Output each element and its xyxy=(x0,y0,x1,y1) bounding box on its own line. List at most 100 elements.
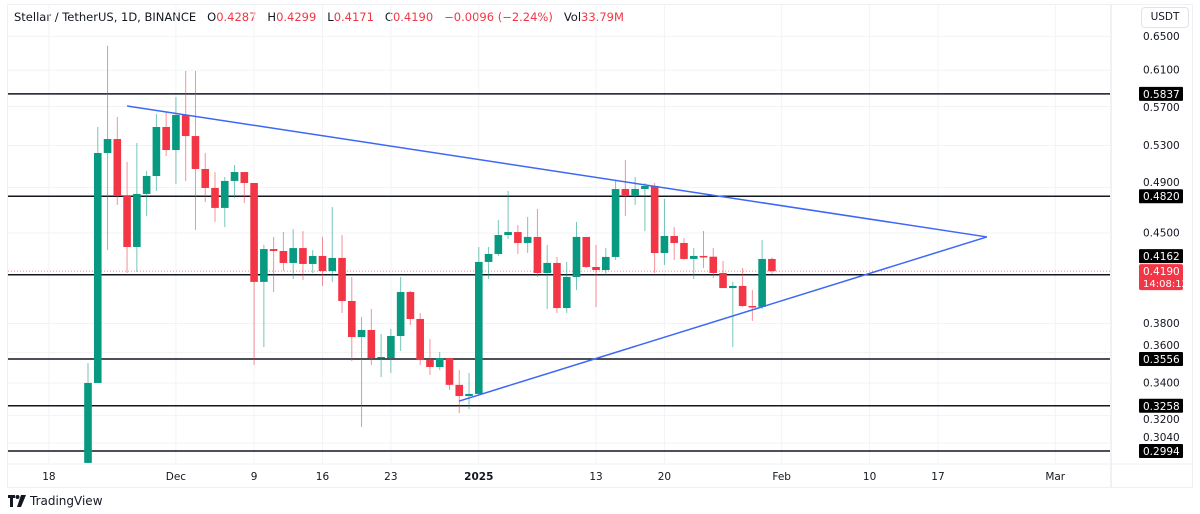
candle-down[interactable] xyxy=(426,339,434,375)
candle-up[interactable] xyxy=(729,281,737,348)
candle-body xyxy=(553,262,561,309)
candle-up[interactable] xyxy=(641,182,649,232)
symbol-title[interactable]: Stellar / TetherUS, 1D, BINANCE xyxy=(14,10,197,24)
currency-button[interactable]: USDT xyxy=(1141,7,1189,28)
candle-up[interactable] xyxy=(220,176,229,228)
symbol-legend: Stellar / TetherUS, 1D, BINANCE O0.4287 … xyxy=(14,10,624,24)
candle-up[interactable] xyxy=(230,164,239,199)
candle-up[interactable] xyxy=(602,248,610,275)
candle-body xyxy=(240,172,249,183)
candle-up[interactable] xyxy=(133,143,141,272)
candle-up[interactable] xyxy=(142,170,151,216)
candle-up[interactable] xyxy=(484,246,493,279)
candle-body xyxy=(670,235,678,243)
candle-up[interactable] xyxy=(84,363,92,477)
change-value: −0.0096 (−2.24%) xyxy=(444,10,553,24)
candle-down[interactable] xyxy=(113,116,122,205)
candle-up[interactable] xyxy=(289,229,297,279)
candle-down[interactable] xyxy=(269,236,278,293)
time-axis-label: 20 xyxy=(658,471,671,483)
candle-up[interactable] xyxy=(572,221,581,291)
candle-up[interactable] xyxy=(504,190,512,239)
trendline-upper[interactable] xyxy=(126,105,987,238)
level-price-tag xyxy=(1139,86,1183,101)
candle-up[interactable] xyxy=(631,176,639,205)
candle-down[interactable] xyxy=(445,358,454,390)
level-price-tag-label: 0.3258 xyxy=(1143,401,1180,413)
candle-down[interactable] xyxy=(367,309,376,366)
candle-body xyxy=(172,114,180,151)
candle-down[interactable] xyxy=(738,268,747,308)
tradingview-logo[interactable]: TradingView xyxy=(8,494,103,508)
candle-up[interactable] xyxy=(475,246,483,395)
candle-down[interactable] xyxy=(768,257,776,274)
price-axis-label: 0.5700 xyxy=(1143,102,1180,114)
candle-down[interactable] xyxy=(347,276,356,362)
candle-body xyxy=(475,261,483,394)
trendline-lower[interactable] xyxy=(459,236,988,402)
candle-down[interactable] xyxy=(553,256,561,313)
candle-down[interactable] xyxy=(299,231,307,280)
candle-up[interactable] xyxy=(660,199,669,265)
candle-up[interactable] xyxy=(396,276,405,352)
bar-countdown: 14:08:12 xyxy=(1143,279,1188,290)
candle-up[interactable] xyxy=(494,219,503,256)
candle-up[interactable] xyxy=(172,96,180,184)
candle-up[interactable] xyxy=(377,333,385,378)
candle-down[interactable] xyxy=(455,370,464,414)
candle-down[interactable] xyxy=(719,260,727,289)
candle-body xyxy=(631,188,639,197)
candle-body xyxy=(396,292,405,336)
candle-down[interactable] xyxy=(250,182,258,366)
candle-up[interactable] xyxy=(611,180,620,260)
candle-down[interactable] xyxy=(670,227,678,260)
candle-up[interactable] xyxy=(435,351,444,371)
candle-up[interactable] xyxy=(689,248,698,279)
candle-up[interactable] xyxy=(357,316,366,428)
candle-down[interactable] xyxy=(650,182,659,273)
price-axis-label: 0.3040 xyxy=(1143,432,1180,444)
candle-up[interactable] xyxy=(103,45,112,251)
candle-up[interactable] xyxy=(758,239,766,310)
candle-down[interactable] xyxy=(621,159,630,216)
candle-down[interactable] xyxy=(318,236,327,286)
candle-down[interactable] xyxy=(181,70,190,181)
candle-down[interactable] xyxy=(592,244,600,308)
candle-up[interactable] xyxy=(328,207,337,282)
candle-down[interactable] xyxy=(406,290,415,325)
candle-down[interactable] xyxy=(582,236,591,269)
candle-up[interactable] xyxy=(93,127,102,383)
candle-down[interactable] xyxy=(338,235,346,313)
candle-up[interactable] xyxy=(562,261,571,313)
candle-down[interactable] xyxy=(748,290,757,321)
candle-body xyxy=(660,235,669,253)
candle-down[interactable] xyxy=(211,172,219,222)
tradingview-logo-icon xyxy=(8,495,26,507)
candle-down[interactable] xyxy=(416,312,424,366)
candle-down[interactable] xyxy=(279,232,288,272)
candle-down[interactable] xyxy=(123,161,131,273)
candle-down[interactable] xyxy=(514,224,522,254)
candle-body xyxy=(152,127,161,176)
candle-up[interactable] xyxy=(523,216,532,253)
time-axis-label: 16 xyxy=(316,471,330,483)
candle-down[interactable] xyxy=(201,152,210,203)
candle-down[interactable] xyxy=(191,70,200,231)
candle-up[interactable] xyxy=(152,113,161,191)
candle-down[interactable] xyxy=(240,172,249,203)
candle-down[interactable] xyxy=(162,112,170,156)
candle-up[interactable] xyxy=(387,328,395,373)
candle-up[interactable] xyxy=(543,244,551,310)
candle-down[interactable] xyxy=(699,230,708,269)
candle-up[interactable] xyxy=(308,250,317,273)
candle-body xyxy=(709,256,718,273)
candle-down[interactable] xyxy=(709,248,718,278)
candle-down[interactable] xyxy=(533,208,542,277)
candle-down[interactable] xyxy=(680,238,688,260)
candle-body xyxy=(220,180,229,208)
level-price-tag xyxy=(1139,398,1183,413)
candle-body xyxy=(465,393,473,397)
candle-up[interactable] xyxy=(260,244,268,348)
candle-up[interactable] xyxy=(465,372,473,410)
